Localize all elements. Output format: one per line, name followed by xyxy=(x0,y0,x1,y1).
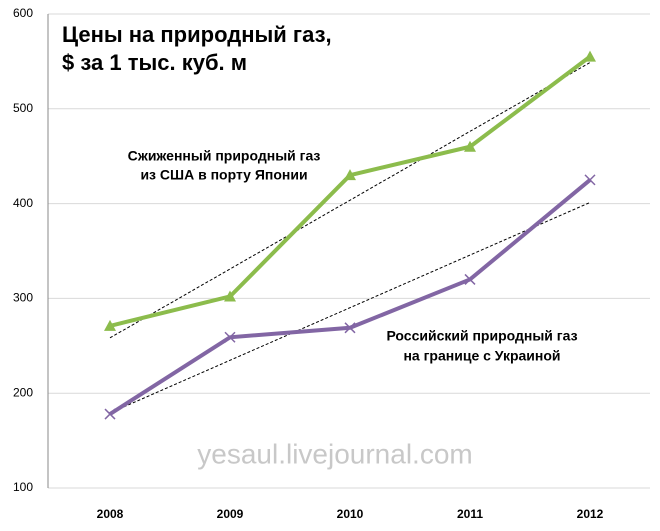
y-tick-label: 500 xyxy=(13,101,33,115)
point-marker xyxy=(104,408,116,420)
trend-line xyxy=(109,202,591,414)
x-tick-label: 2008 xyxy=(97,507,124,521)
point-marker xyxy=(584,174,596,186)
x-tick-label: 2011 xyxy=(457,507,483,521)
point-marker xyxy=(584,50,596,62)
y-tick-label: 600 xyxy=(13,6,33,20)
series-line xyxy=(109,55,592,328)
y-tick-label: 300 xyxy=(13,291,33,305)
series-annotation: Российский природный газ xyxy=(386,328,577,344)
x-tick-label: 2012 xyxy=(577,507,604,521)
point-marker xyxy=(344,322,356,334)
watermark: yesaul.livejournal.com xyxy=(197,438,472,469)
y-tick-label: 200 xyxy=(13,385,33,399)
x-tick-label: 2009 xyxy=(217,507,244,521)
plot: 100 200 300 400 500 600 2008 2009 2010 2011 2012 xyxy=(13,6,650,521)
series-annotation: из США в порту Японии xyxy=(140,167,307,183)
point-marker xyxy=(224,290,236,302)
point-marker xyxy=(464,273,476,285)
point-marker xyxy=(104,319,116,331)
y-tick-label: 400 xyxy=(13,196,33,210)
x-tick-label: 2010 xyxy=(337,507,364,521)
series-annotation: на границе с Украиной xyxy=(403,348,560,364)
series-annotation: Сжиженный природный газ xyxy=(128,148,321,164)
point-marker xyxy=(224,331,236,343)
point-marker xyxy=(464,140,476,152)
point-marker xyxy=(344,169,356,181)
trend-line xyxy=(109,62,591,339)
chart-title: Цены на природный газ, xyxy=(62,22,332,47)
y-tick-label: 100 xyxy=(13,480,33,494)
chart-title: $ за 1 тыс. куб. м xyxy=(62,50,247,75)
